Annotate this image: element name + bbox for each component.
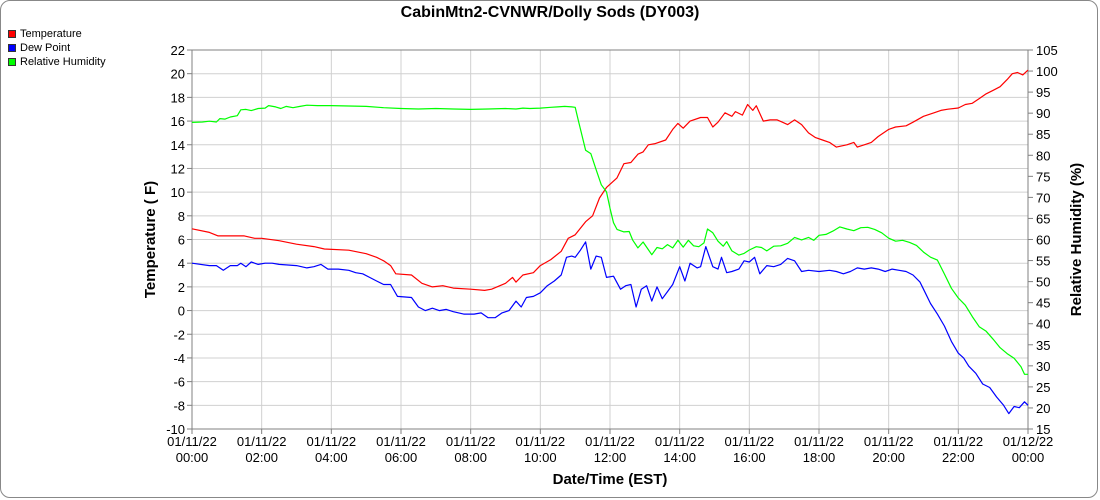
x-tick-time-label: 20:00 — [872, 450, 905, 465]
left-axis: -10 -8 -6 -4 -2 0 2 4 6 8 10 12 14 16 18 20 22 — [166, 43, 192, 437]
left-axis-title: Temperature ( F) — [142, 181, 159, 298]
x-tick-date-label: 01/11/22 — [376, 434, 426, 449]
left-tick-label: 16 — [171, 114, 185, 129]
grid — [191, 49, 1029, 430]
left-tick-label: 10 — [171, 185, 185, 200]
x-tick-date-label: 01/11/22 — [585, 434, 635, 449]
left-tick-label: 2 — [178, 280, 185, 295]
left-tick-label: -2 — [173, 327, 185, 342]
left-tick-label: 6 — [178, 233, 185, 248]
right-tick-label: 45 — [1036, 296, 1050, 311]
x-tick-date-label: 01/11/22 — [725, 434, 775, 449]
dew-point-swatch — [8, 44, 16, 52]
right-tick-label: 75 — [1036, 169, 1050, 184]
right-tick-label: 25 — [1036, 380, 1050, 395]
x-tick-date-label: 01/11/22 — [307, 434, 357, 449]
relative-humidity-swatch — [8, 58, 16, 66]
x-tick-time-label: 06:00 — [385, 450, 418, 465]
x-tick-date-label: 01/11/22 — [864, 434, 914, 449]
left-tick-label: 20 — [171, 67, 185, 82]
legend: Temperature Dew Point Relative Humidity — [8, 27, 106, 69]
right-tick-label: 65 — [1036, 211, 1050, 226]
x-tick-date-label: 01/11/22 — [446, 434, 496, 449]
dew-point-line — [191, 241, 1029, 415]
x-tick-time-label: 18:00 — [803, 450, 836, 465]
x-tick-date-label: 01/11/22 — [237, 434, 287, 449]
left-tick-label: 22 — [171, 43, 185, 58]
x-tick-date-label: 01/11/22 — [794, 434, 844, 449]
right-axis: 15 20 25 30 35 40 45 50 55 60 65 70 75 80 85 90 95 100 105 — [1028, 43, 1058, 437]
legend-item-temperature: Temperature — [8, 27, 106, 41]
right-axis-title: Relative Humidity (%) — [1068, 163, 1085, 316]
right-tick-label: 50 — [1036, 275, 1050, 290]
left-tick-label: -8 — [173, 398, 185, 413]
relative-humidity-line — [191, 104, 1028, 375]
x-tick-time-label: 04:00 — [315, 450, 348, 465]
right-tick-label: 35 — [1036, 338, 1050, 353]
x-tick-time-label: 12:00 — [594, 450, 627, 465]
right-tick-label: 90 — [1036, 106, 1050, 121]
temperature-swatch — [8, 30, 16, 38]
right-tick-label: 15 — [1036, 422, 1050, 437]
series-layer — [191, 69, 1029, 415]
legend-item-dew-point: Dew Point — [8, 41, 106, 55]
temperature-line — [191, 69, 1029, 291]
legend-item-relative-humidity: Relative Humidity — [8, 55, 106, 69]
left-tick-label: -4 — [173, 351, 185, 366]
right-tick-label: 100 — [1036, 64, 1058, 79]
x-tick-date-label: 01/11/22 — [934, 434, 984, 449]
right-tick-label: 60 — [1036, 233, 1050, 248]
right-tick-label: 30 — [1036, 359, 1050, 374]
right-tick-label: 105 — [1036, 43, 1058, 58]
right-tick-label: 40 — [1036, 317, 1050, 332]
x-tick-date-label: 01/11/22 — [516, 434, 566, 449]
left-tick-label: 0 — [178, 304, 185, 319]
left-tick-label: -6 — [173, 375, 185, 390]
left-tick-label: 18 — [171, 90, 185, 105]
x-tick-time-label: 00:00 — [176, 450, 209, 465]
x-axis: 01/11/2200:0001/11/2202:0001/11/2204:000… — [167, 429, 1053, 465]
x-tick-time-label: 22:00 — [942, 450, 975, 465]
right-tick-label: 70 — [1036, 190, 1050, 205]
right-tick-label: 80 — [1036, 148, 1050, 163]
x-tick-date-label: 01/11/22 — [167, 434, 217, 449]
right-tick-label: 20 — [1036, 401, 1050, 416]
right-tick-label: 55 — [1036, 254, 1050, 269]
left-tick-label: 14 — [171, 138, 185, 153]
left-tick-label: -10 — [166, 422, 185, 437]
x-tick-time-label: 16:00 — [733, 450, 766, 465]
x-tick-date-label: 01/11/22 — [655, 434, 705, 449]
legend-label-dew-point: Dew Point — [20, 42, 71, 54]
legend-label-temperature: Temperature — [20, 28, 82, 40]
right-tick-label: 95 — [1036, 85, 1050, 100]
chart-title: CabinMtn2-CVNWR/Dolly Sods (DY003) — [400, 4, 700, 21]
left-tick-label: 12 — [171, 161, 185, 176]
x-tick-time-label: 08:00 — [454, 450, 487, 465]
left-tick-label: 8 — [178, 209, 185, 224]
left-tick-label: 4 — [178, 256, 185, 271]
right-tick-label: 85 — [1036, 127, 1050, 142]
x-tick-time-label: 14:00 — [663, 450, 696, 465]
x-tick-date-label: 01/12/22 — [1003, 434, 1054, 449]
x-tick-time-label: 10:00 — [524, 450, 557, 465]
x-tick-time-label: 02:00 — [245, 450, 278, 465]
x-axis-title: Date/Time (EST) — [553, 471, 668, 488]
x-tick-time-label: 00:00 — [1012, 450, 1045, 465]
legend-label-relative-humidity: Relative Humidity — [20, 56, 106, 68]
